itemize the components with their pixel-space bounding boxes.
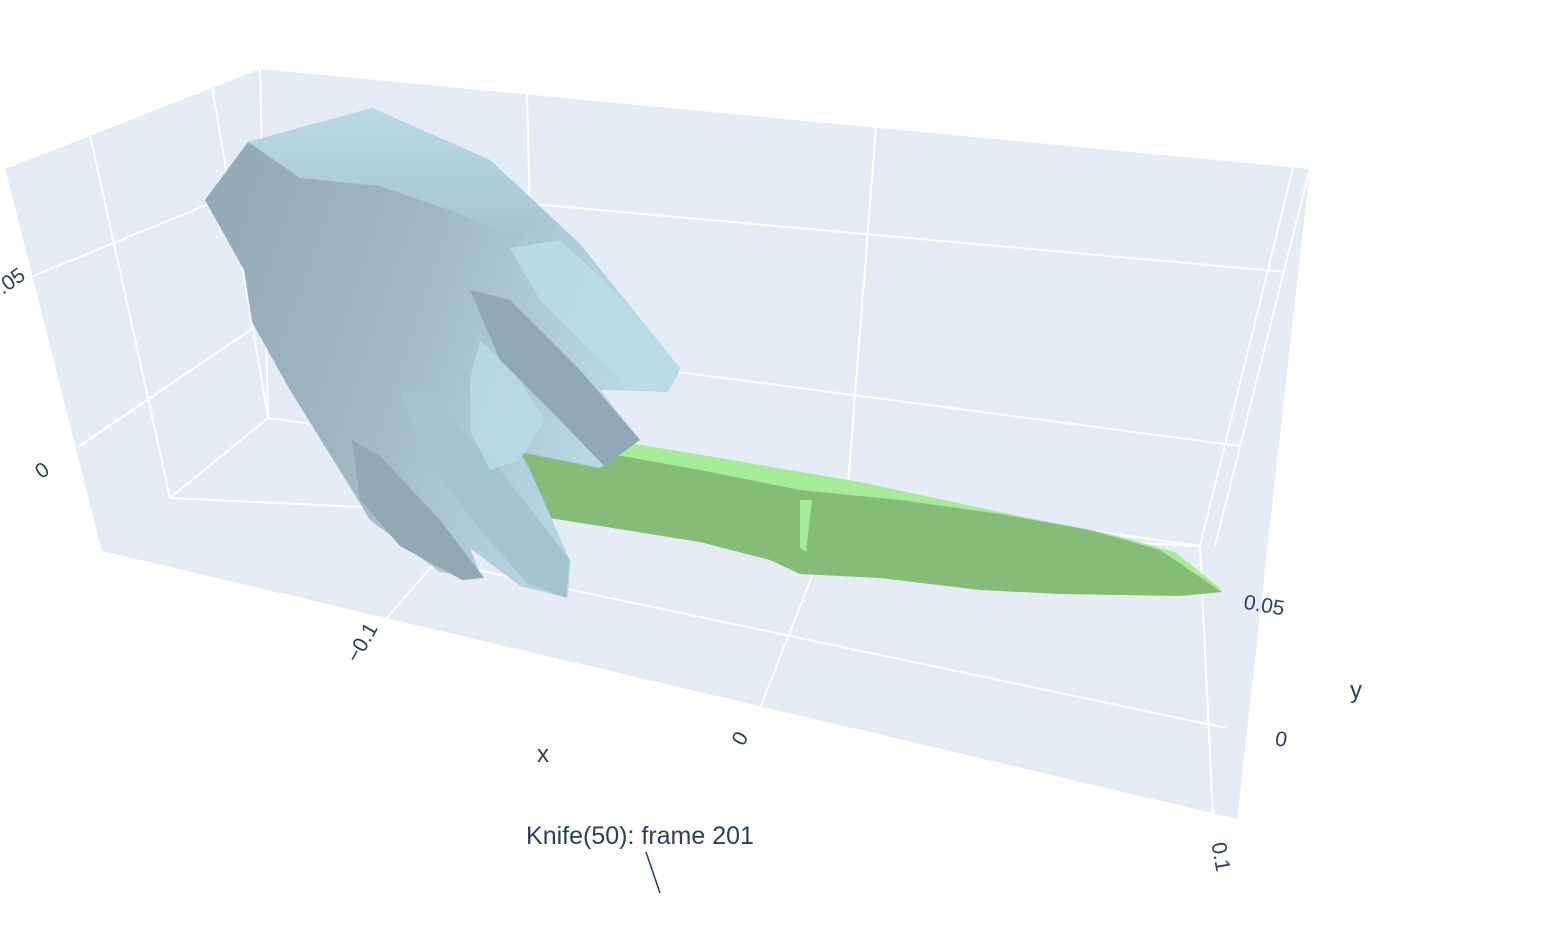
hand-thumb [470, 340, 544, 470]
z-tick-label: 0.05 [0, 264, 30, 306]
knife-edge-highlight [800, 500, 812, 552]
hand-palm [205, 108, 680, 598]
hand-ring-finger [400, 390, 570, 598]
x-tick-label: 0.1 [1207, 840, 1235, 873]
knife-blade-side [488, 450, 1222, 596]
x-tick-label: 0 [727, 728, 753, 750]
z-tick-label: 0 [31, 458, 54, 484]
annotation-label: Knife(50): frame 201 [526, 822, 754, 850]
hand-mesh [205, 108, 680, 598]
annotation-arrow [645, 851, 661, 894]
x-tick-label: −0.1 [342, 619, 383, 666]
hand-pinky [352, 440, 484, 580]
hand-index-finger [510, 240, 680, 392]
y-axis-title: y [1350, 677, 1362, 704]
hand-back-highlight [248, 108, 548, 240]
hand-middle-finger [470, 290, 640, 466]
x-axis-title: x [537, 741, 549, 768]
knife-mesh [488, 430, 1222, 596]
y-tick-label: 0 [1273, 727, 1289, 752]
